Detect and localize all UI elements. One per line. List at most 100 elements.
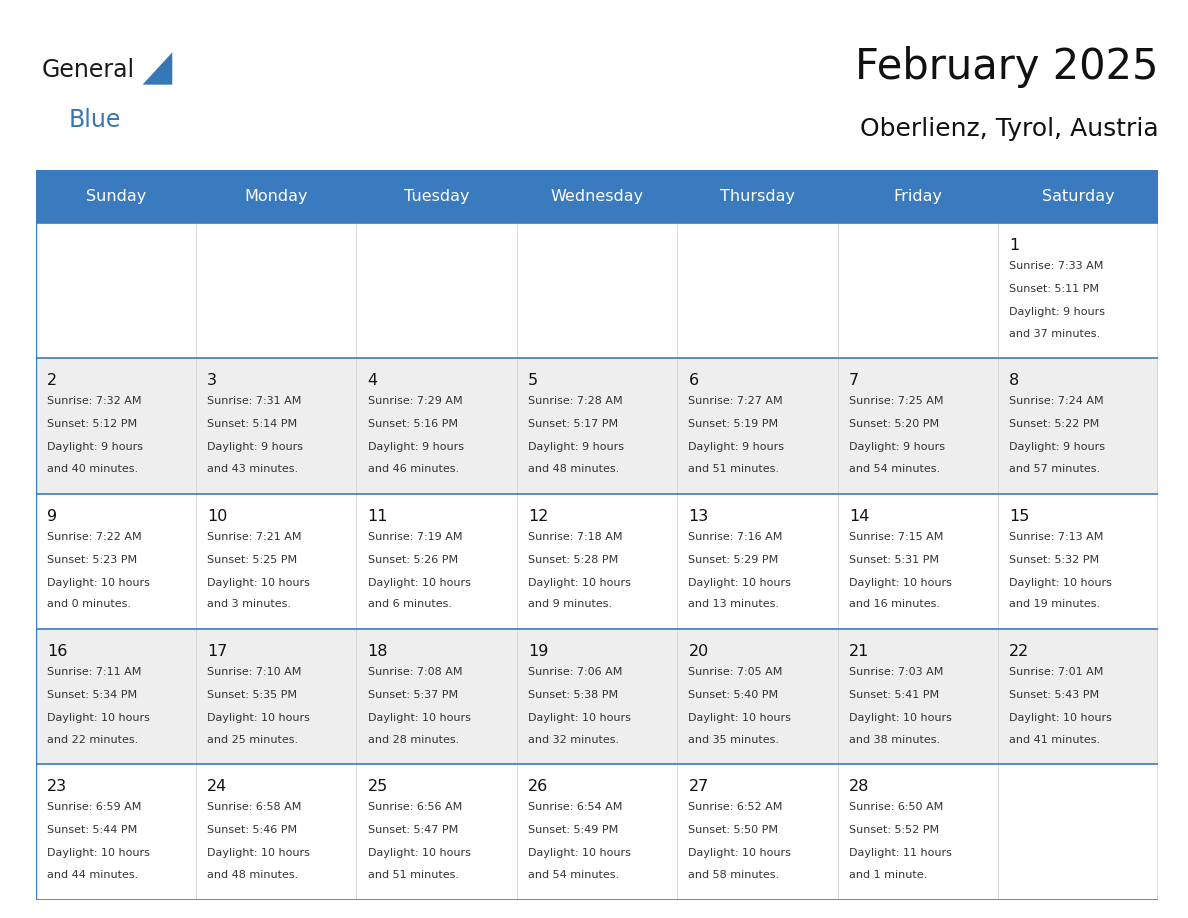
Text: and 46 minutes.: and 46 minutes.: [367, 464, 459, 474]
Text: Sunset: 5:16 PM: Sunset: 5:16 PM: [367, 420, 457, 430]
Text: and 3 minutes.: and 3 minutes.: [207, 599, 291, 610]
Text: Daylight: 9 hours: Daylight: 9 hours: [1009, 442, 1105, 453]
Text: Daylight: 10 hours: Daylight: 10 hours: [367, 577, 470, 588]
Text: Daylight: 10 hours: Daylight: 10 hours: [527, 577, 631, 588]
Text: Sunrise: 6:56 AM: Sunrise: 6:56 AM: [367, 802, 462, 812]
Text: Sunset: 5:34 PM: Sunset: 5:34 PM: [46, 690, 137, 700]
Text: and 48 minutes.: and 48 minutes.: [207, 870, 298, 879]
Text: Sunrise: 7:16 AM: Sunrise: 7:16 AM: [688, 532, 783, 542]
Text: and 16 minutes.: and 16 minutes.: [848, 599, 940, 610]
Text: Sunrise: 7:11 AM: Sunrise: 7:11 AM: [46, 666, 141, 677]
Text: Daylight: 10 hours: Daylight: 10 hours: [46, 577, 150, 588]
Text: Daylight: 10 hours: Daylight: 10 hours: [207, 577, 310, 588]
Text: and 22 minutes.: and 22 minutes.: [46, 734, 138, 744]
Text: Daylight: 10 hours: Daylight: 10 hours: [1009, 577, 1112, 588]
Text: 10: 10: [207, 509, 228, 523]
Text: 15: 15: [1009, 509, 1030, 523]
Text: and 9 minutes.: and 9 minutes.: [527, 599, 612, 610]
Text: and 6 minutes.: and 6 minutes.: [367, 599, 451, 610]
Text: Sunset: 5:25 PM: Sunset: 5:25 PM: [207, 554, 297, 565]
Text: Sunrise: 7:32 AM: Sunrise: 7:32 AM: [46, 397, 141, 407]
Text: Sunset: 5:28 PM: Sunset: 5:28 PM: [527, 554, 618, 565]
Text: Daylight: 9 hours: Daylight: 9 hours: [207, 442, 303, 453]
Text: Daylight: 10 hours: Daylight: 10 hours: [367, 713, 470, 722]
Text: 3: 3: [207, 374, 217, 388]
Text: and 54 minutes.: and 54 minutes.: [848, 464, 940, 474]
Text: Sunset: 5:44 PM: Sunset: 5:44 PM: [46, 825, 137, 835]
Text: and 54 minutes.: and 54 minutes.: [527, 870, 619, 879]
Text: Sunset: 5:32 PM: Sunset: 5:32 PM: [1009, 554, 1099, 565]
Text: Daylight: 10 hours: Daylight: 10 hours: [46, 713, 150, 722]
Text: and 35 minutes.: and 35 minutes.: [688, 734, 779, 744]
Text: Sunset: 5:46 PM: Sunset: 5:46 PM: [207, 825, 297, 835]
Text: General: General: [42, 58, 134, 82]
Bar: [36, 223, 1158, 358]
Text: Sunrise: 7:27 AM: Sunrise: 7:27 AM: [688, 397, 783, 407]
Text: and 1 minute.: and 1 minute.: [848, 870, 927, 879]
Text: Daylight: 10 hours: Daylight: 10 hours: [527, 848, 631, 858]
Text: and 25 minutes.: and 25 minutes.: [207, 734, 298, 744]
Text: Sunset: 5:23 PM: Sunset: 5:23 PM: [46, 554, 137, 565]
Text: Sunset: 5:50 PM: Sunset: 5:50 PM: [688, 825, 778, 835]
Text: and 58 minutes.: and 58 minutes.: [688, 870, 779, 879]
Text: Sunset: 5:29 PM: Sunset: 5:29 PM: [688, 554, 778, 565]
Text: Sunrise: 6:50 AM: Sunrise: 6:50 AM: [848, 802, 943, 812]
Text: 4: 4: [367, 374, 378, 388]
Text: Sunset: 5:19 PM: Sunset: 5:19 PM: [688, 420, 778, 430]
Text: Daylight: 10 hours: Daylight: 10 hours: [207, 713, 310, 722]
Text: Sunrise: 7:31 AM: Sunrise: 7:31 AM: [207, 397, 302, 407]
Text: Sunset: 5:14 PM: Sunset: 5:14 PM: [207, 420, 297, 430]
Text: Sunset: 5:52 PM: Sunset: 5:52 PM: [848, 825, 939, 835]
Text: Sunrise: 7:05 AM: Sunrise: 7:05 AM: [688, 666, 783, 677]
Text: Daylight: 10 hours: Daylight: 10 hours: [848, 713, 952, 722]
Text: 17: 17: [207, 644, 228, 659]
Text: 23: 23: [46, 779, 67, 794]
Text: Sunrise: 7:06 AM: Sunrise: 7:06 AM: [527, 666, 623, 677]
Text: Sunrise: 7:25 AM: Sunrise: 7:25 AM: [848, 397, 943, 407]
Text: 1: 1: [1009, 238, 1019, 253]
Text: Sunset: 5:17 PM: Sunset: 5:17 PM: [527, 420, 618, 430]
Text: and 38 minutes.: and 38 minutes.: [848, 734, 940, 744]
Text: and 13 minutes.: and 13 minutes.: [688, 599, 779, 610]
Text: Sunset: 5:22 PM: Sunset: 5:22 PM: [1009, 420, 1099, 430]
Text: Sunrise: 7:08 AM: Sunrise: 7:08 AM: [367, 666, 462, 677]
Text: Sunrise: 7:15 AM: Sunrise: 7:15 AM: [848, 532, 943, 542]
Bar: [36, 358, 1158, 494]
Bar: [36, 765, 1158, 900]
Text: Sunset: 5:12 PM: Sunset: 5:12 PM: [46, 420, 137, 430]
Text: Sunrise: 7:29 AM: Sunrise: 7:29 AM: [367, 397, 462, 407]
Text: Daylight: 9 hours: Daylight: 9 hours: [46, 442, 143, 453]
Text: February 2025: February 2025: [855, 46, 1158, 88]
Text: Sunrise: 7:33 AM: Sunrise: 7:33 AM: [1009, 261, 1104, 271]
Text: 14: 14: [848, 509, 870, 523]
Text: Daylight: 9 hours: Daylight: 9 hours: [527, 442, 624, 453]
Text: Sunset: 5:31 PM: Sunset: 5:31 PM: [848, 554, 939, 565]
Text: Sunset: 5:43 PM: Sunset: 5:43 PM: [1009, 690, 1099, 700]
Text: Sunrise: 7:24 AM: Sunrise: 7:24 AM: [1009, 397, 1104, 407]
Text: Sunset: 5:47 PM: Sunset: 5:47 PM: [367, 825, 457, 835]
Text: Sunset: 5:35 PM: Sunset: 5:35 PM: [207, 690, 297, 700]
Text: Daylight: 10 hours: Daylight: 10 hours: [527, 713, 631, 722]
Text: and 32 minutes.: and 32 minutes.: [527, 734, 619, 744]
Text: 26: 26: [527, 779, 548, 794]
Text: 2: 2: [46, 374, 57, 388]
Text: Blue: Blue: [69, 108, 121, 132]
Text: Monday: Monday: [245, 189, 308, 204]
Text: and 44 minutes.: and 44 minutes.: [46, 870, 138, 879]
Text: Sunrise: 6:52 AM: Sunrise: 6:52 AM: [688, 802, 783, 812]
Text: Daylight: 10 hours: Daylight: 10 hours: [207, 848, 310, 858]
Bar: [36, 494, 1158, 629]
Text: Daylight: 9 hours: Daylight: 9 hours: [848, 442, 944, 453]
Text: 11: 11: [367, 509, 388, 523]
Text: and 48 minutes.: and 48 minutes.: [527, 464, 619, 474]
Text: and 28 minutes.: and 28 minutes.: [367, 734, 459, 744]
Text: and 51 minutes.: and 51 minutes.: [367, 870, 459, 879]
Text: Daylight: 10 hours: Daylight: 10 hours: [688, 848, 791, 858]
Text: 13: 13: [688, 509, 708, 523]
Text: Oberlienz, Tyrol, Austria: Oberlienz, Tyrol, Austria: [860, 117, 1158, 140]
Text: Sunset: 5:26 PM: Sunset: 5:26 PM: [367, 554, 457, 565]
Text: Sunrise: 7:13 AM: Sunrise: 7:13 AM: [1009, 532, 1104, 542]
Text: 7: 7: [848, 374, 859, 388]
Text: and 41 minutes.: and 41 minutes.: [1009, 734, 1100, 744]
Text: Daylight: 10 hours: Daylight: 10 hours: [688, 713, 791, 722]
